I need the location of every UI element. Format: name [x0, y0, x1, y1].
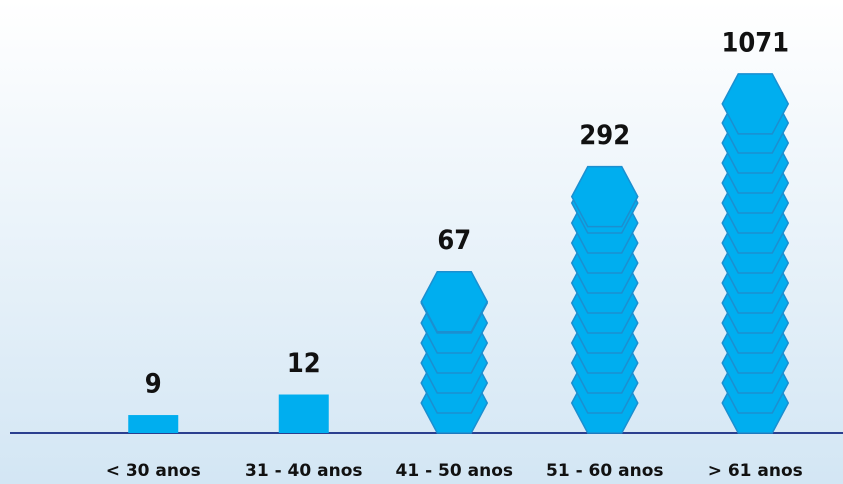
x-tick-label: > 61 anos: [708, 461, 803, 481]
bar-block: [278, 394, 329, 433]
hexagon: [570, 165, 639, 228]
value-label: 9: [145, 369, 162, 400]
bar: [420, 270, 489, 434]
bar: [570, 165, 639, 434]
bar: [278, 394, 329, 433]
x-tick-label: 31 - 40 anos: [245, 461, 363, 481]
bar-block: [128, 415, 179, 433]
x-tick-label: 51 - 60 anos: [546, 461, 664, 481]
value-label: 292: [579, 120, 630, 151]
hexagon: [721, 73, 790, 135]
value-label: 1071: [721, 27, 789, 58]
hexagon: [420, 270, 489, 333]
value-label: 12: [287, 348, 321, 379]
x-tick-label: < 30 anos: [106, 461, 201, 481]
x-tick-label: 41 - 50 anos: [396, 461, 514, 481]
bar: [128, 415, 179, 433]
bar: [721, 73, 790, 434]
value-label: 67: [437, 225, 471, 256]
